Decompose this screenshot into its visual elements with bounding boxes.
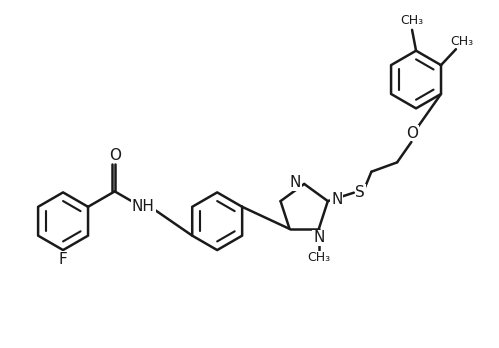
Text: CH₃: CH₃ [450, 35, 474, 48]
Text: N: N [331, 192, 342, 207]
Text: NH: NH [132, 199, 155, 214]
Text: O: O [109, 148, 121, 163]
Text: F: F [59, 252, 67, 267]
Text: S: S [355, 185, 365, 200]
Text: CH₃: CH₃ [307, 251, 330, 264]
Text: O: O [406, 126, 418, 141]
Text: N: N [313, 230, 324, 245]
Text: N: N [289, 175, 301, 190]
Text: CH₃: CH₃ [401, 14, 424, 27]
